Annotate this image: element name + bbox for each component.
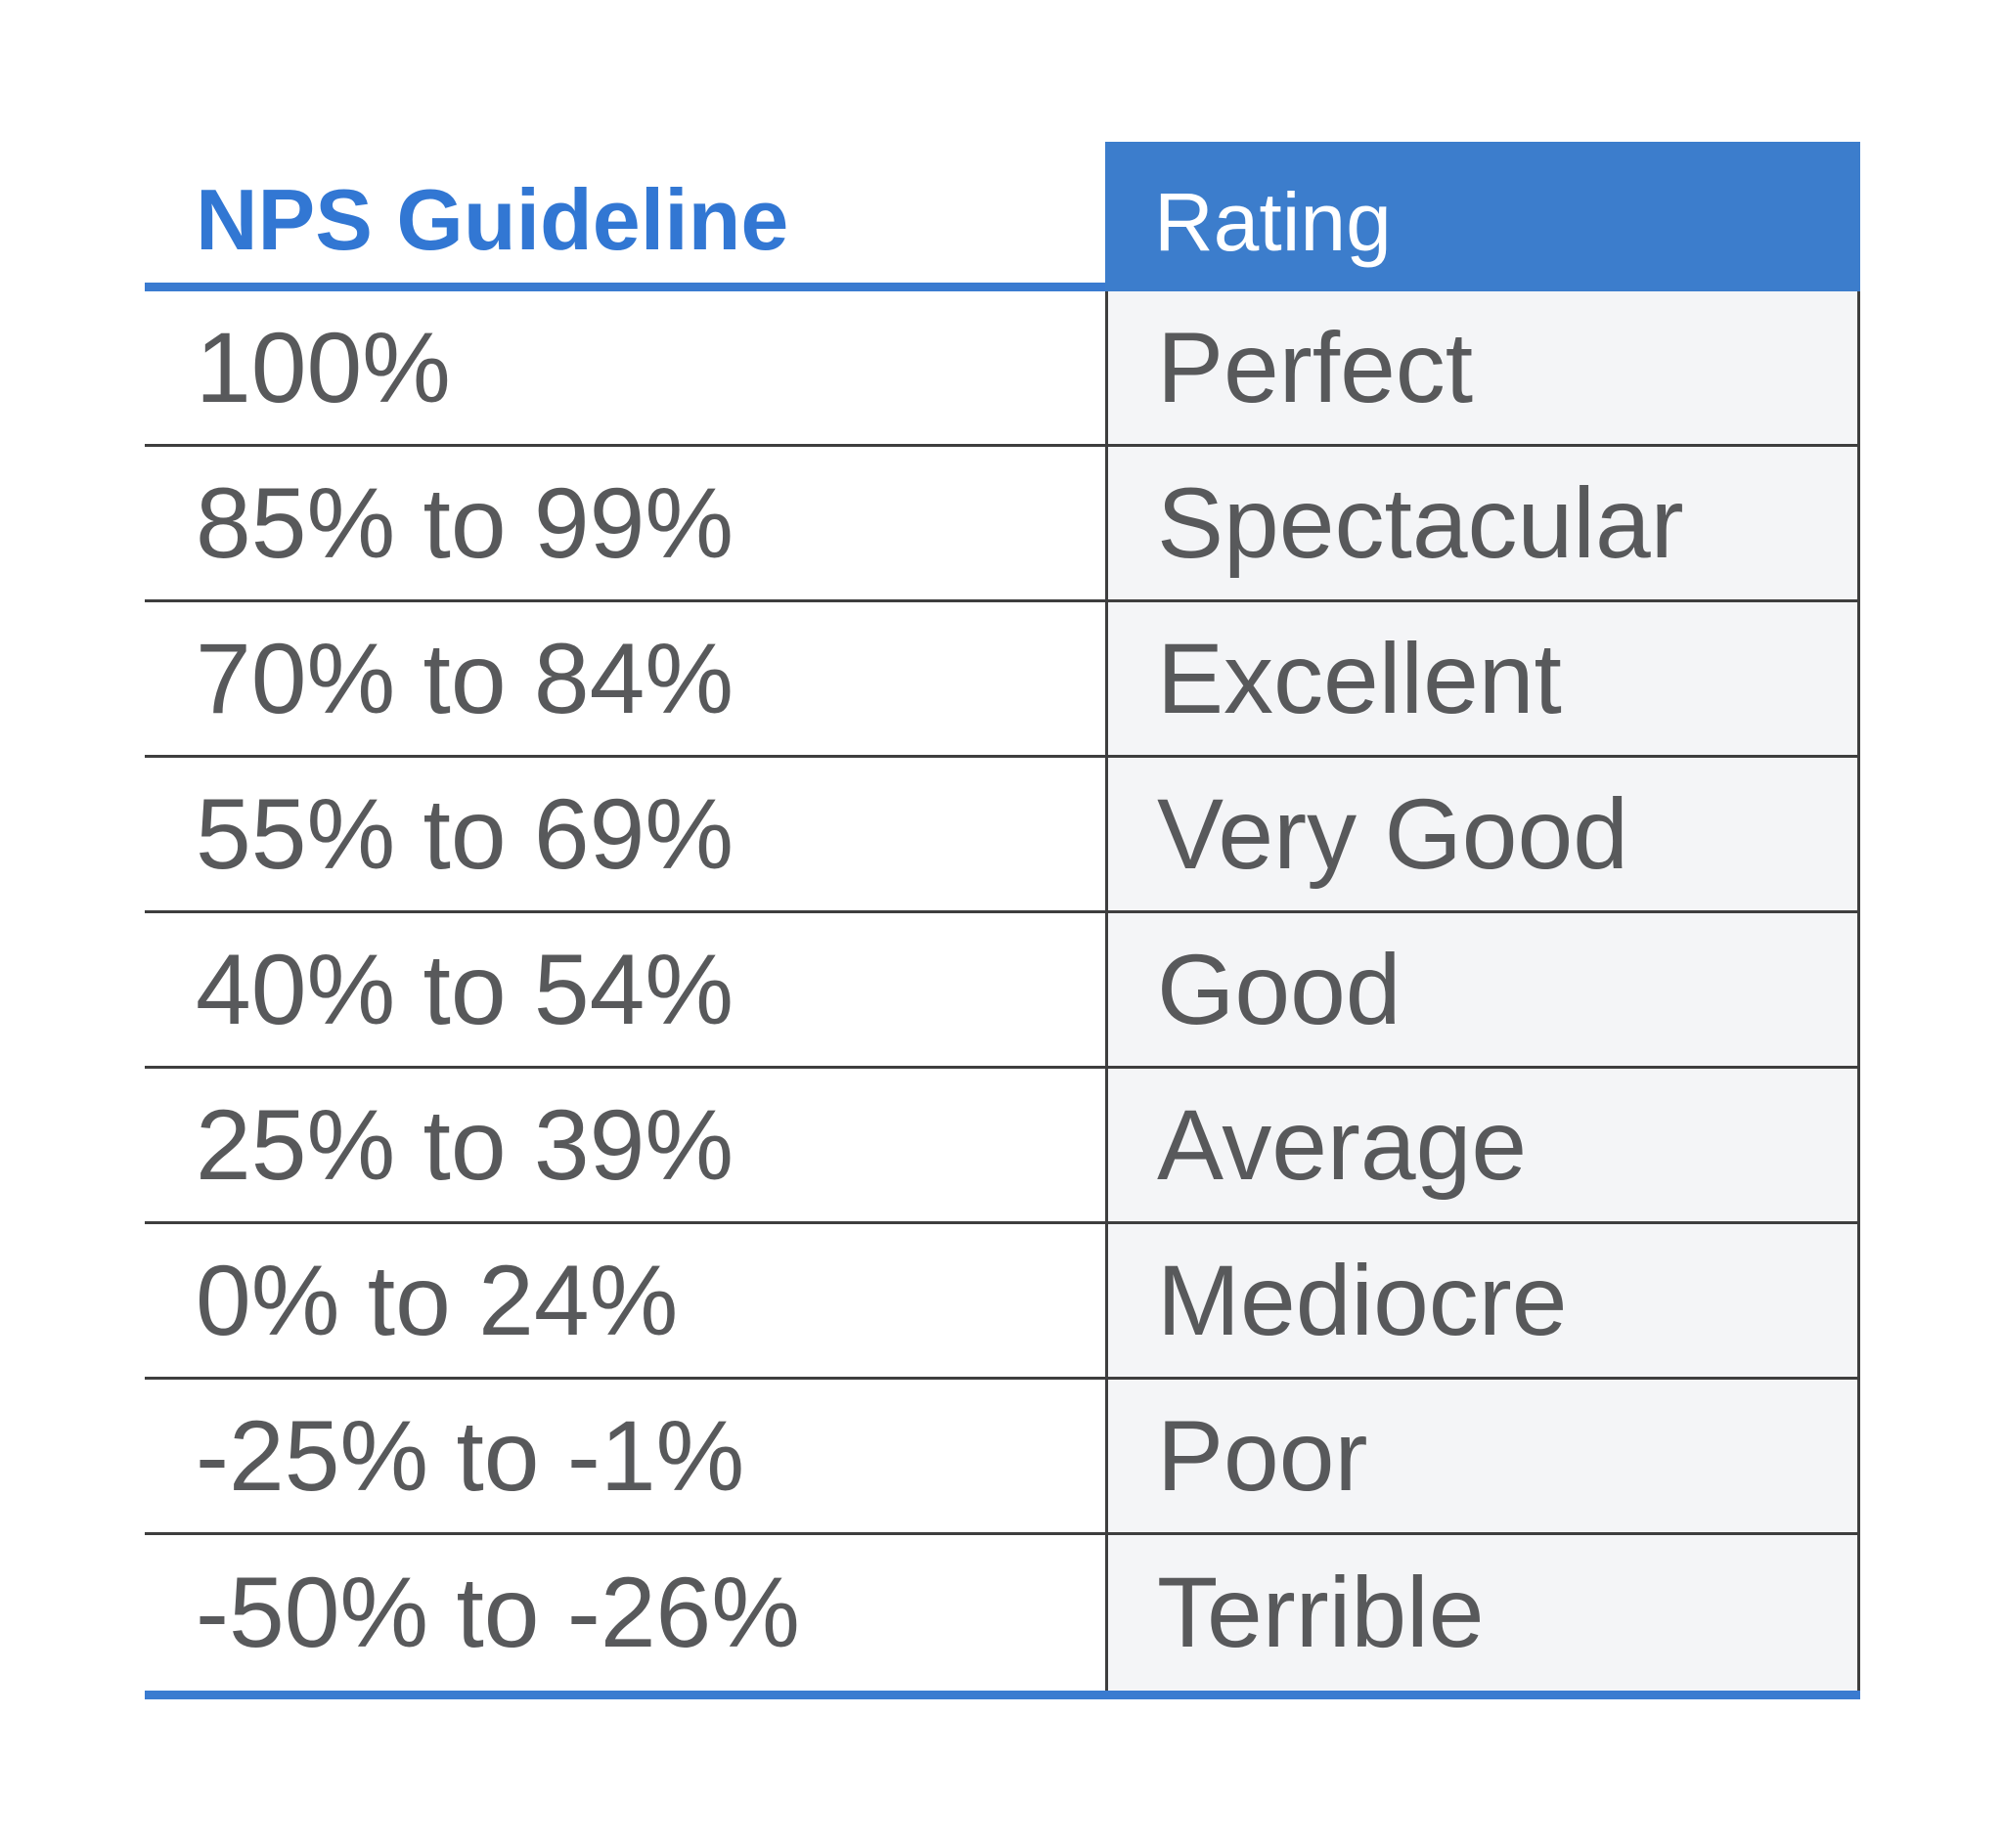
table-row: 100% Perfect: [145, 291, 1860, 447]
rating-cell: Poor: [1105, 1380, 1860, 1535]
table-row: 70% to 84% Excellent: [145, 602, 1860, 758]
rating-cell: Mediocre: [1105, 1224, 1860, 1380]
table-row: 55% to 69% Very Good: [145, 758, 1860, 913]
guideline-cell: 70% to 84%: [145, 602, 1105, 758]
rating-cell: Terrible: [1105, 1535, 1860, 1691]
guideline-cell: -25% to -1%: [145, 1380, 1105, 1535]
guideline-cell: 0% to 24%: [145, 1224, 1105, 1380]
rating-cell: Average: [1105, 1069, 1860, 1224]
rating-header-label: Rating: [1154, 176, 1392, 269]
guideline-cell: 85% to 99%: [145, 447, 1105, 602]
column-header-rating: Rating: [1105, 142, 1860, 291]
guideline-cell: 100%: [145, 291, 1105, 447]
table-row: 25% to 39% Average: [145, 1069, 1860, 1224]
rating-cell: Spectacular: [1105, 447, 1860, 602]
table-header-row: NPS Guideline Rating: [145, 142, 1860, 291]
guideline-cell: 40% to 54%: [145, 913, 1105, 1069]
rating-cell: Excellent: [1105, 602, 1860, 758]
rating-cell: Perfect: [1105, 291, 1860, 447]
rating-cell: Good: [1105, 913, 1860, 1069]
table-row: 0% to 24% Mediocre: [145, 1224, 1860, 1380]
table-row: -25% to -1% Poor: [145, 1380, 1860, 1535]
guideline-cell: 25% to 39%: [145, 1069, 1105, 1224]
table-body: 100% Perfect 85% to 99% Spectacular 70% …: [145, 291, 1860, 1691]
table-row: 40% to 54% Good: [145, 913, 1860, 1069]
column-header-nps-guideline: NPS Guideline: [145, 142, 1105, 291]
nps-guideline-table: NPS Guideline Rating 100% Perfect 85% to…: [145, 142, 1860, 1699]
guideline-cell: 55% to 69%: [145, 758, 1105, 913]
table-row: 85% to 99% Spectacular: [145, 447, 1860, 602]
guideline-cell: -50% to -26%: [145, 1535, 1105, 1691]
rating-cell: Very Good: [1105, 758, 1860, 913]
page-title: NPS Guideline: [196, 171, 789, 269]
table-row: -50% to -26% Terrible: [145, 1535, 1860, 1691]
